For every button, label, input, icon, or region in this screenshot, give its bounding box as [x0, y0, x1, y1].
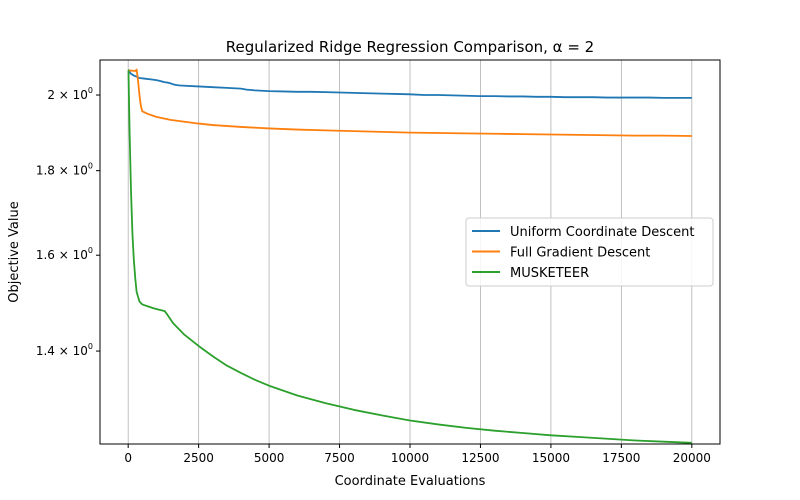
- legend-label: Uniform Coordinate Descent: [510, 225, 694, 240]
- x-tick-label: 0: [124, 451, 132, 465]
- legend-box: [465, 217, 714, 287]
- y-tick-label: 1.6 × 100: [36, 246, 93, 262]
- chart-title: Regularized Ridge Regression Comparison,…: [226, 38, 594, 56]
- x-tick-label: 17500: [602, 451, 640, 465]
- legend-label: MUSKETEER: [510, 266, 589, 281]
- x-tick-label: 7500: [324, 451, 355, 465]
- y-tick-base: 1.8 × 10: [36, 164, 88, 178]
- y-tick-label: 1.4 × 100: [36, 342, 93, 358]
- x-tick-label: 15000: [532, 451, 570, 465]
- y-axis-label: Objective Value: [7, 201, 22, 302]
- x-tick-label: 10000: [391, 451, 429, 465]
- series-line-1: [128, 68, 692, 137]
- x-axis-ticks: 0 2500 5000 7500 10000 12500 15000 17500 20000: [124, 444, 711, 465]
- x-tick-label: 2500: [183, 451, 214, 465]
- y-tick-base: 2 × 10: [47, 88, 88, 102]
- y-tick-exponent: 0: [88, 86, 93, 95]
- y-tick-label: 2 × 100: [47, 86, 93, 102]
- y-tick-exponent: 0: [88, 246, 93, 255]
- legend: Uniform Coordinate Descent Full Gradient …: [465, 217, 714, 287]
- x-tick-label: 20000: [673, 451, 711, 465]
- y-tick-label: 1.8 × 100: [36, 162, 93, 178]
- series-line-0: [127, 69, 692, 99]
- legend-label: Full Gradient Descent: [510, 246, 650, 261]
- x-tick-label: 5000: [254, 451, 285, 465]
- y-tick-base: 1.6 × 10: [36, 248, 88, 262]
- x-axis-label: Coordinate Evaluations: [335, 474, 486, 489]
- y-tick-base: 1.4 × 10: [36, 344, 88, 358]
- y-tick-exponent: 0: [88, 162, 93, 171]
- series-line-2: [127, 69, 692, 444]
- y-tick-exponent: 0: [88, 342, 93, 351]
- series-lines: [127, 68, 692, 444]
- x-tick-label: 12500: [461, 451, 499, 465]
